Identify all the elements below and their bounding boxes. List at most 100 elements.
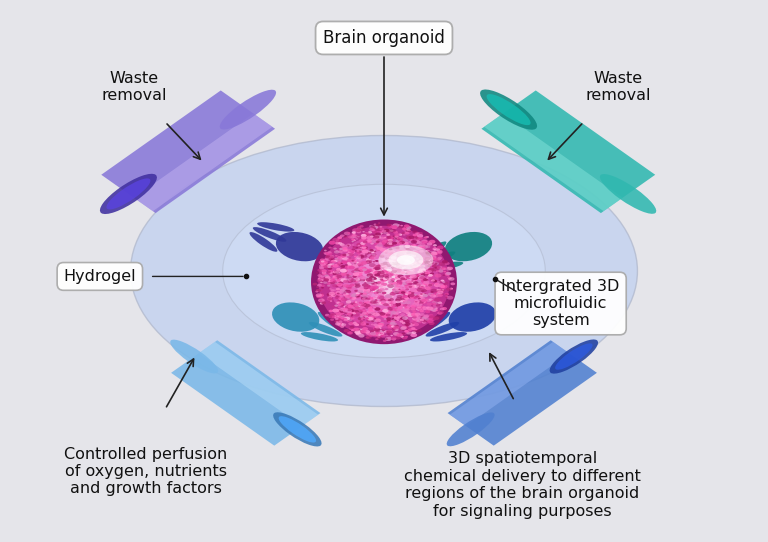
Ellipse shape — [445, 272, 451, 275]
Ellipse shape — [379, 299, 386, 302]
Ellipse shape — [341, 244, 348, 248]
Ellipse shape — [416, 283, 421, 286]
Ellipse shape — [360, 317, 365, 319]
Ellipse shape — [353, 322, 357, 325]
Ellipse shape — [429, 318, 432, 320]
Ellipse shape — [360, 228, 365, 231]
Ellipse shape — [354, 278, 360, 281]
Ellipse shape — [400, 225, 403, 227]
Ellipse shape — [340, 290, 346, 293]
Ellipse shape — [409, 236, 414, 239]
Ellipse shape — [424, 298, 429, 301]
Ellipse shape — [433, 317, 439, 320]
Ellipse shape — [402, 332, 406, 335]
Ellipse shape — [354, 263, 356, 265]
Ellipse shape — [336, 313, 341, 316]
Ellipse shape — [336, 279, 341, 282]
Ellipse shape — [349, 327, 354, 330]
Ellipse shape — [420, 257, 425, 260]
Ellipse shape — [329, 263, 334, 266]
Ellipse shape — [391, 273, 396, 276]
Ellipse shape — [376, 236, 381, 239]
Ellipse shape — [407, 236, 413, 240]
Ellipse shape — [440, 303, 442, 305]
Ellipse shape — [369, 314, 372, 316]
Ellipse shape — [326, 298, 333, 301]
Ellipse shape — [420, 264, 425, 268]
Ellipse shape — [329, 258, 331, 260]
Ellipse shape — [417, 295, 424, 298]
Ellipse shape — [372, 273, 375, 275]
Ellipse shape — [386, 234, 389, 235]
Ellipse shape — [363, 286, 369, 289]
Ellipse shape — [411, 308, 415, 311]
Ellipse shape — [412, 234, 417, 236]
Ellipse shape — [372, 229, 376, 231]
Ellipse shape — [356, 332, 361, 335]
Ellipse shape — [428, 284, 432, 287]
Ellipse shape — [347, 331, 352, 334]
Ellipse shape — [366, 281, 372, 285]
Ellipse shape — [372, 326, 379, 330]
Ellipse shape — [359, 254, 364, 257]
Ellipse shape — [334, 250, 339, 254]
Ellipse shape — [426, 311, 429, 313]
Ellipse shape — [382, 314, 389, 318]
Ellipse shape — [421, 240, 427, 243]
Ellipse shape — [361, 279, 365, 281]
Ellipse shape — [403, 254, 409, 257]
Ellipse shape — [396, 254, 401, 257]
Ellipse shape — [437, 250, 443, 253]
Ellipse shape — [384, 331, 388, 333]
Ellipse shape — [368, 301, 374, 305]
Ellipse shape — [362, 309, 366, 312]
Ellipse shape — [378, 270, 385, 275]
Ellipse shape — [385, 312, 389, 315]
Ellipse shape — [376, 274, 379, 276]
Ellipse shape — [360, 328, 363, 330]
Ellipse shape — [339, 308, 346, 312]
Ellipse shape — [392, 264, 396, 266]
Ellipse shape — [376, 224, 379, 226]
Ellipse shape — [356, 322, 362, 326]
Ellipse shape — [432, 280, 437, 282]
Ellipse shape — [390, 278, 396, 281]
Ellipse shape — [373, 282, 379, 286]
Ellipse shape — [336, 259, 342, 262]
Ellipse shape — [343, 257, 349, 260]
Ellipse shape — [422, 241, 427, 244]
Ellipse shape — [376, 269, 382, 273]
Ellipse shape — [480, 89, 537, 130]
Ellipse shape — [413, 318, 419, 321]
Ellipse shape — [359, 314, 364, 317]
Ellipse shape — [403, 319, 409, 323]
Ellipse shape — [337, 256, 343, 260]
Ellipse shape — [375, 273, 377, 274]
Ellipse shape — [333, 294, 336, 296]
Ellipse shape — [340, 269, 347, 273]
Ellipse shape — [394, 254, 398, 256]
Ellipse shape — [410, 273, 416, 276]
Ellipse shape — [375, 307, 380, 311]
Ellipse shape — [379, 281, 384, 285]
Ellipse shape — [356, 324, 359, 326]
Ellipse shape — [412, 320, 418, 323]
Ellipse shape — [382, 277, 389, 281]
Ellipse shape — [402, 295, 408, 298]
Ellipse shape — [397, 237, 402, 240]
Ellipse shape — [379, 276, 383, 279]
Ellipse shape — [374, 285, 379, 287]
Ellipse shape — [353, 272, 359, 276]
Ellipse shape — [406, 236, 412, 240]
Ellipse shape — [360, 314, 363, 316]
Ellipse shape — [406, 260, 410, 262]
Ellipse shape — [338, 262, 340, 263]
Ellipse shape — [366, 278, 372, 282]
Ellipse shape — [406, 298, 408, 299]
Ellipse shape — [414, 329, 417, 331]
Ellipse shape — [349, 284, 353, 286]
Ellipse shape — [401, 255, 407, 259]
Ellipse shape — [423, 300, 426, 302]
Ellipse shape — [402, 309, 409, 313]
Ellipse shape — [439, 266, 442, 268]
